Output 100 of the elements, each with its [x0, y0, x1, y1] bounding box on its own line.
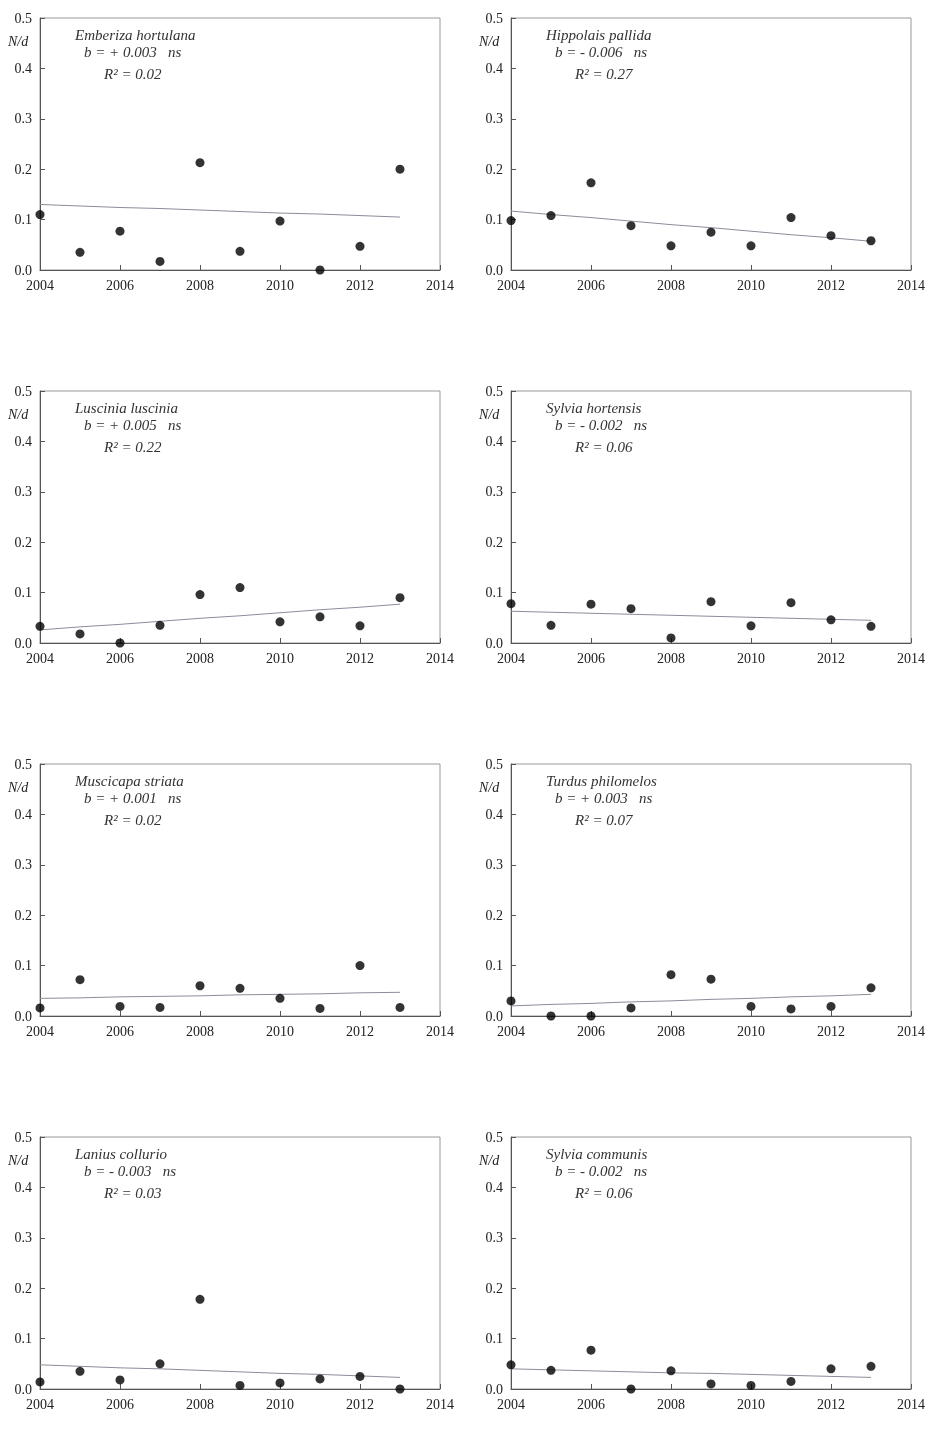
y-axis-title: N/d — [478, 1152, 501, 1168]
x-tick-label: 2008 — [186, 1396, 214, 1412]
point — [195, 590, 205, 600]
x-tick-label: 2004 — [497, 650, 525, 666]
x-tick-label: 2004 — [497, 1023, 525, 1039]
point — [626, 604, 636, 614]
x-tick-label: 2008 — [657, 277, 685, 293]
point — [666, 633, 676, 643]
point — [586, 1345, 596, 1355]
point — [75, 629, 85, 639]
y-tick-label: 0.4 — [485, 1179, 503, 1195]
point — [315, 612, 325, 622]
y-axis-title: N/d — [478, 779, 501, 795]
point — [275, 993, 285, 1003]
y-tick-label: 0.2 — [485, 534, 503, 550]
y-tick-label: 0.2 — [485, 161, 503, 177]
point — [35, 621, 45, 631]
y-tick-label: 0.3 — [485, 857, 503, 873]
point — [75, 975, 85, 985]
x-tick-label: 2010 — [266, 1396, 294, 1412]
point — [195, 158, 205, 168]
point — [115, 638, 125, 648]
point — [666, 241, 676, 251]
point — [586, 178, 596, 188]
annotation: R² = 0.22 — [103, 438, 163, 455]
y-tick-label: 0.5 — [14, 383, 32, 399]
point — [546, 211, 556, 221]
y-tick-label: 0.1 — [14, 212, 32, 228]
point — [786, 213, 796, 223]
point — [235, 983, 245, 993]
point — [706, 1379, 716, 1389]
point — [195, 1294, 205, 1304]
point — [666, 1366, 676, 1376]
point — [355, 961, 365, 971]
y-axis-title: N/d — [7, 33, 30, 49]
x-tick-label: 2012 — [817, 1023, 845, 1039]
text: Sylvia communis — [546, 1145, 648, 1162]
point — [506, 1360, 516, 1370]
y-axis-title: N/d — [478, 406, 501, 422]
point — [826, 1001, 836, 1011]
x-tick-label: 2006 — [577, 1023, 605, 1039]
point — [506, 599, 516, 609]
point — [866, 621, 876, 631]
y-tick-label: 0.3 — [485, 1230, 503, 1246]
y-tick-label: 0.1 — [485, 212, 503, 228]
x-tick-label: 2006 — [106, 1396, 134, 1412]
point — [626, 1003, 636, 1013]
annotation: R² = 0.02 — [103, 65, 163, 82]
y-tick-label: 0.2 — [485, 1280, 503, 1296]
point — [746, 241, 756, 251]
annotation: R² = 0.02 — [103, 811, 163, 828]
point — [546, 1011, 556, 1021]
point — [826, 615, 836, 625]
annotation: b = + 0.003 ns — [555, 789, 653, 806]
y-tick-label: 0.5 — [485, 1129, 503, 1145]
point — [395, 164, 405, 174]
y-tick-label: 0.2 — [14, 534, 32, 550]
y-tick-label: 0.4 — [485, 806, 503, 822]
y-tick-label: 0.1 — [14, 1331, 32, 1347]
point — [315, 265, 325, 275]
y-tick-label: 0.0 — [485, 635, 503, 651]
x-tick-label: 2014 — [426, 277, 454, 293]
y-axis-title: N/d — [7, 406, 30, 422]
y-tick-label: 0.5 — [485, 756, 503, 772]
y-axis-title: N/d — [7, 779, 30, 795]
point — [395, 1384, 405, 1394]
y-tick-label: 0.4 — [14, 806, 32, 822]
x-tick-label: 2014 — [426, 650, 454, 666]
y-tick-label: 0.4 — [14, 433, 32, 449]
annotation: b = + 0.001 ns — [84, 789, 182, 806]
y-tick-label: 0.5 — [14, 756, 32, 772]
y-tick-label: 0.3 — [485, 111, 503, 127]
annotation: R² = 0.06 — [574, 1184, 634, 1201]
y-tick-label: 0.4 — [14, 1179, 32, 1195]
y-tick-label: 0.1 — [485, 958, 503, 974]
point — [355, 241, 365, 251]
x-tick-label: 2014 — [897, 277, 925, 293]
x-tick-label: 2006 — [106, 277, 134, 293]
point — [355, 621, 365, 631]
y-tick-label: 0.0 — [14, 262, 32, 278]
point — [395, 593, 405, 603]
point — [746, 1380, 756, 1390]
point — [155, 1002, 165, 1012]
point — [706, 227, 716, 237]
point — [115, 226, 125, 236]
y-tick-label: 0.4 — [485, 60, 503, 76]
annotation: R² = 0.03 — [103, 1184, 162, 1201]
point — [275, 617, 285, 627]
y-tick-label: 0.0 — [485, 262, 503, 278]
point — [35, 1003, 45, 1013]
x-tick-label: 2008 — [657, 1023, 685, 1039]
y-tick-label: 0.0 — [14, 1008, 32, 1024]
annotation: b = + 0.003 ns — [84, 43, 182, 60]
point — [586, 1011, 596, 1021]
point — [786, 598, 796, 608]
point — [866, 983, 876, 993]
x-tick-label: 2010 — [266, 277, 294, 293]
y-tick-label: 0.2 — [14, 907, 32, 923]
y-tick-label: 0.3 — [485, 484, 503, 500]
point — [115, 1001, 125, 1011]
